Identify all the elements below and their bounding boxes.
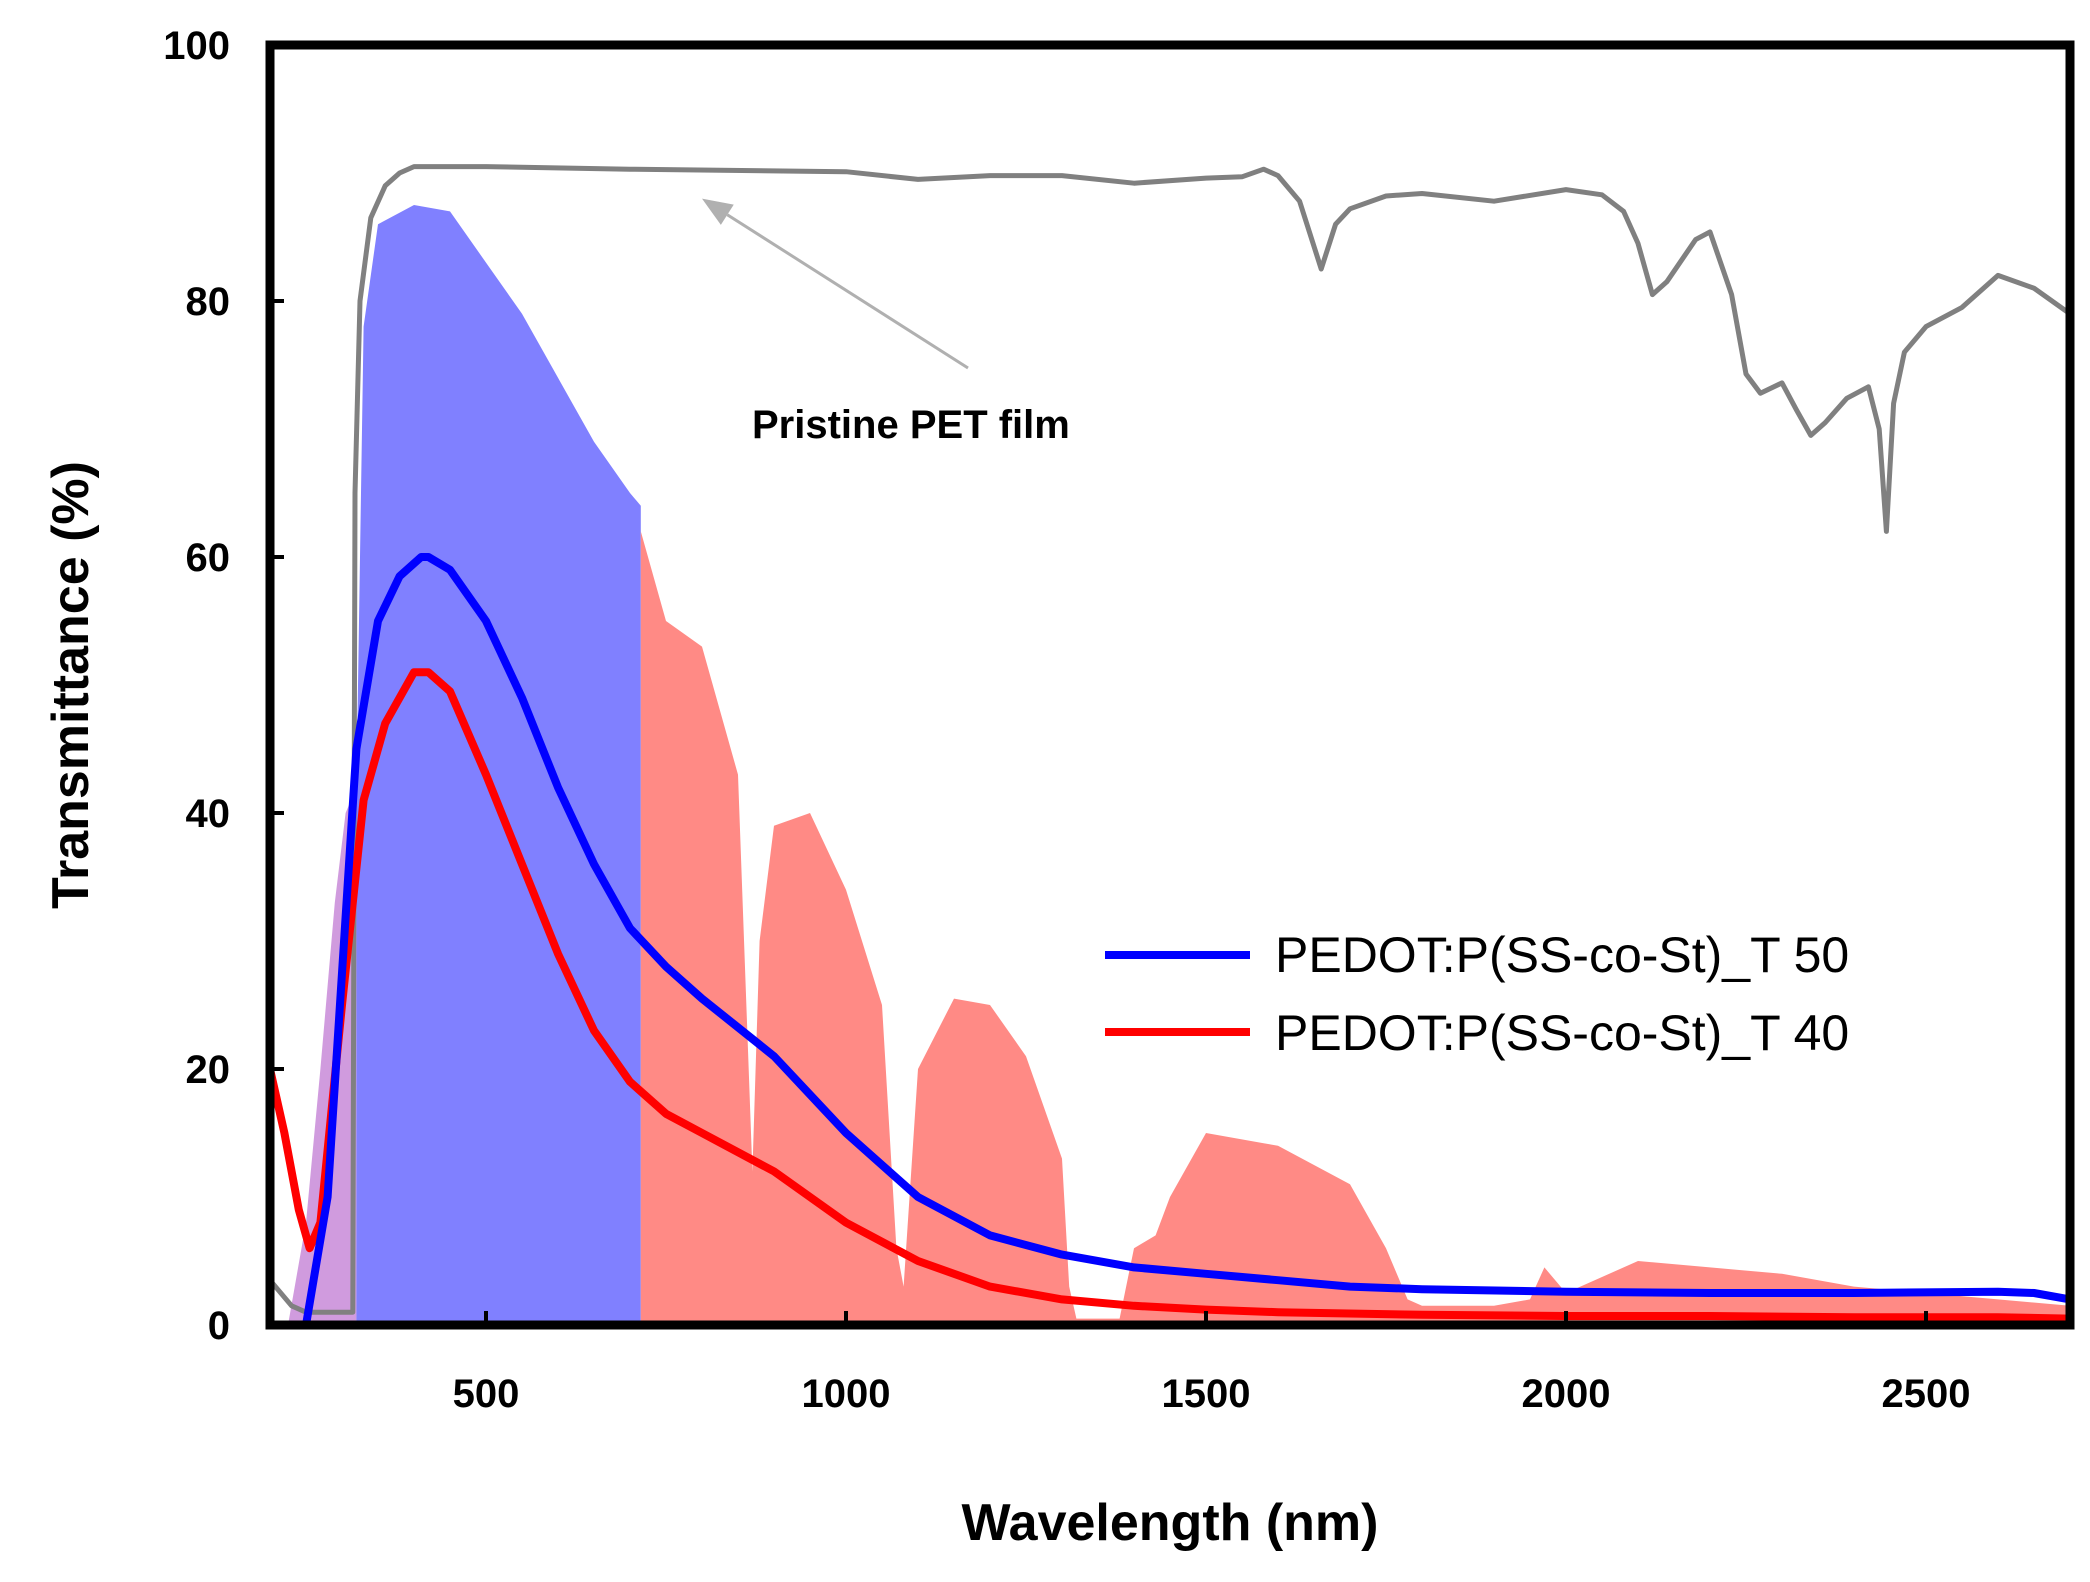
series-lines	[266, 164, 2074, 1329]
y-tick-label: 80	[186, 280, 231, 324]
legend-label-t50: PEDOT:P(SS-co-St)_T 50	[1275, 927, 1849, 983]
x-axis-title: Wavelength (nm)	[962, 1494, 1379, 1552]
x-tick-label: 1000	[802, 1372, 891, 1416]
x-tick-label: 2000	[1522, 1372, 1611, 1416]
annotation-arrow-line	[726, 213, 969, 370]
plot-frame	[265, 40, 2075, 1330]
x-axis-ticks: 500 1000 1500 2000 2500	[453, 1311, 1971, 1416]
y-tick-label: 60	[186, 536, 231, 580]
pet-annotation: Pristine PET film	[702, 198, 1070, 447]
y-axis-ticks: 0 20 40 60 80 100	[163, 24, 284, 1348]
solar-spectrum-shading	[288, 205, 2070, 1325]
shade-visible-region	[356, 205, 641, 1325]
legend-label-t40: PEDOT:P(SS-co-St)_T 40	[1275, 1005, 1849, 1061]
legend: PEDOT:P(SS-co-St)_T 50 PEDOT:P(SS-co-St)…	[1105, 927, 1849, 1061]
y-tick-label: 100	[163, 24, 230, 68]
shade-uv-region	[288, 787, 357, 1325]
shade-nir-region	[640, 531, 2070, 1325]
x-tick-label: 500	[453, 1372, 520, 1416]
y-tick-label: 20	[186, 1048, 231, 1092]
y-tick-label: 40	[186, 792, 231, 836]
annotation-label: Pristine PET film	[752, 403, 1070, 447]
x-tick-label: 1500	[1162, 1372, 1251, 1416]
series-line-t50	[266, 553, 2074, 1329]
y-axis-title: Transmittance (%)	[42, 461, 100, 909]
y-tick-label: 0	[208, 1304, 230, 1348]
x-tick-label: 2500	[1882, 1372, 1971, 1416]
annotation-arrow-head	[702, 198, 734, 225]
series-line-pet	[267, 164, 2073, 1315]
